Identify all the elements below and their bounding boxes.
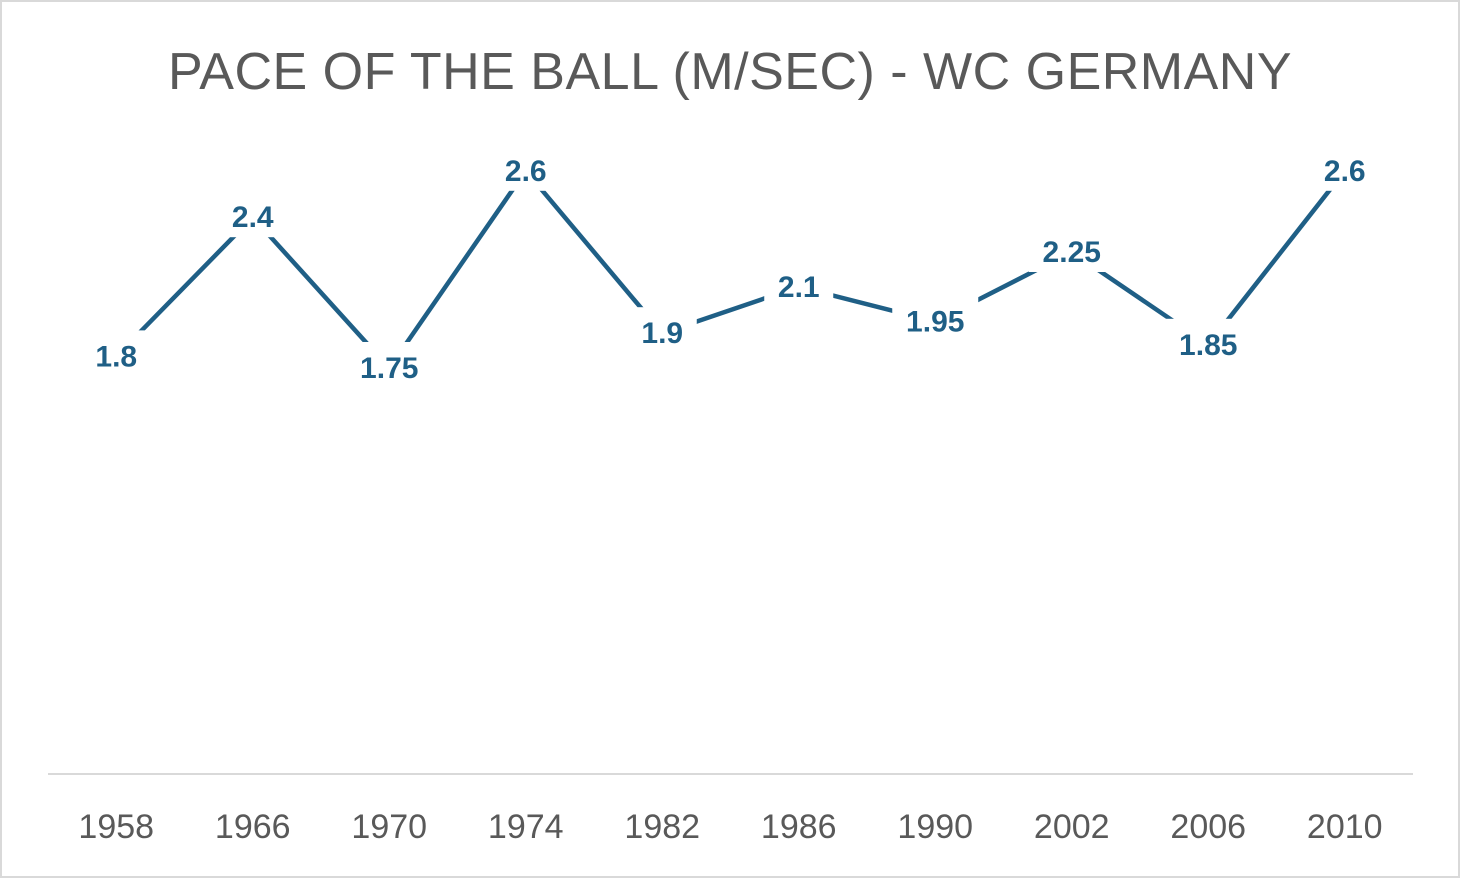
data-label: 1.8 [95,340,137,373]
x-tick-label: 1990 [897,808,973,846]
data-label: 2.6 [1324,155,1366,188]
series-line [114,167,1347,372]
x-tick-label: 1970 [351,808,427,846]
chart-title: PACE OF THE BALL (M/SEC) - WC GERMANY [167,43,1293,101]
data-label-background [491,144,561,191]
data-label: 2.1 [778,271,820,304]
data-label: 2.4 [232,201,274,234]
x-tick-label: 2002 [1034,808,1110,846]
data-label-background [218,191,288,238]
data-label: 1.75 [360,352,418,385]
data-label-background [81,330,151,377]
data-label-background [1028,226,1115,272]
data-labels: 1.8 2.4 1.75 2.6 1.9 2.1 1.95 2.25 1.85 2.6 [81,144,1380,388]
x-tick-label: 1966 [215,808,291,846]
x-tick-labels: 1958 1966 1970 1974 1982 1986 1990 2002 2006 2010 [78,808,1382,846]
data-label: 2.25 [1043,236,1101,269]
x-tick-label: 1958 [78,808,154,846]
x-tick-label: 2006 [1170,808,1246,846]
x-tick-label: 2010 [1307,808,1383,846]
x-tick-label: 1974 [488,808,564,846]
data-label-background [764,260,834,307]
data-label: 1.95 [906,306,964,339]
data-label: 2.6 [505,155,547,188]
data-label: 1.85 [1179,329,1237,362]
x-tick-label: 1986 [761,808,837,846]
data-label-background [1310,144,1380,191]
data-label: 1.9 [641,317,683,350]
data-label-background [1165,318,1252,365]
x-tick-label: 1982 [624,808,700,846]
data-label-background [627,307,697,354]
data-label-background [892,295,979,342]
data-label-background [346,342,433,388]
